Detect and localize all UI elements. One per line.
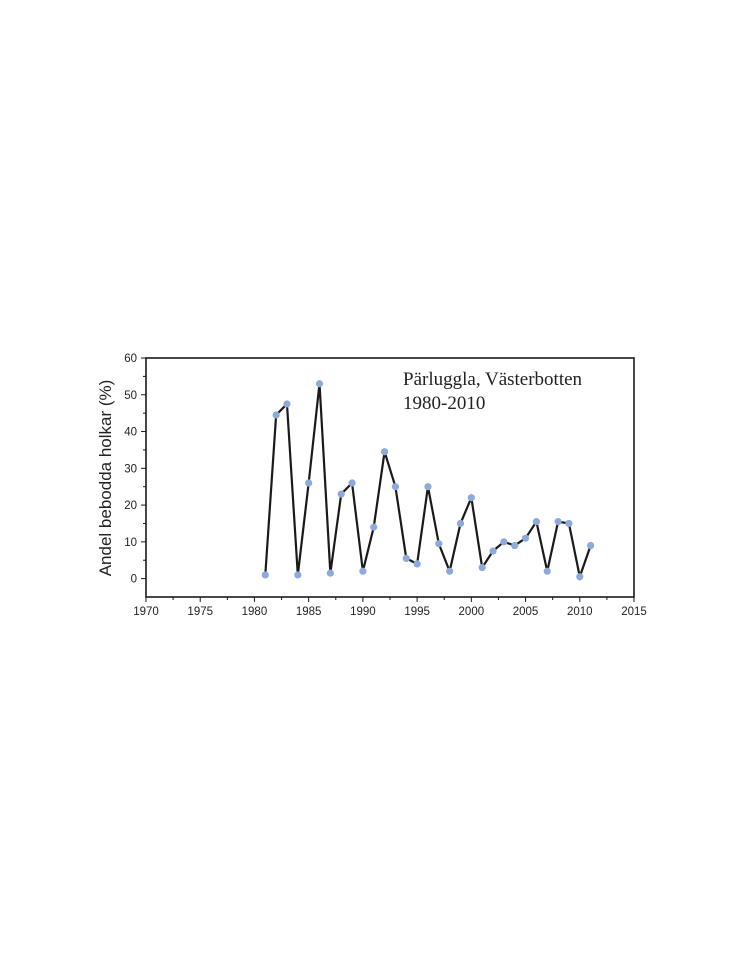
- data-point: [326, 569, 334, 577]
- data-point: [456, 519, 465, 528]
- x-tick-label: 1980: [242, 606, 268, 618]
- plot-frame: [145, 357, 635, 598]
- data-point: [532, 518, 541, 526]
- data-point: [413, 560, 421, 568]
- y-axis-label: Andel bebodda holkar (%): [96, 380, 115, 577]
- chart-title: Pärluggla, Västerbotten: [403, 369, 583, 390]
- x-tick-label: 2005: [513, 606, 539, 618]
- x-tick-label: 2010: [567, 606, 593, 618]
- data-point: [261, 571, 269, 579]
- data-point: [576, 573, 584, 581]
- x-tick-label: 1985: [296, 606, 322, 618]
- data-point: [554, 518, 562, 526]
- series-layer: [261, 380, 595, 581]
- data-point: [478, 563, 486, 572]
- data-point: [402, 554, 410, 562]
- data-point: [348, 479, 356, 487]
- data-point: [500, 538, 508, 546]
- data-point: [511, 541, 519, 550]
- data-point: [565, 519, 573, 528]
- data-point: [424, 483, 432, 491]
- data-point: [294, 571, 302, 579]
- data-point: [543, 567, 551, 575]
- x-tick-label: 1995: [404, 606, 430, 618]
- data-point: [467, 494, 475, 502]
- y-tick-label: 10: [124, 537, 137, 549]
- y-tick-label: 30: [124, 463, 137, 475]
- chart-subtitle: 1980-2010: [403, 393, 485, 414]
- y-tick-label: 60: [124, 353, 137, 365]
- data-point: [521, 534, 530, 542]
- y-tick-label: 50: [124, 390, 137, 402]
- data-point: [587, 541, 595, 550]
- axes: 1970 1975 1980 1985 1990 1995 2000 2005 2010 2015…: [124, 353, 647, 618]
- data-point: [305, 479, 313, 487]
- data-point: [380, 448, 389, 456]
- data-point: [272, 411, 280, 419]
- data-point: [337, 490, 345, 498]
- data-point: [370, 523, 378, 531]
- y-tick-label: 0: [131, 574, 137, 586]
- x-tick-label: 1970: [133, 606, 159, 618]
- data-point: [435, 540, 443, 548]
- x-tick-label: 2015: [621, 606, 647, 618]
- y-tick-label: 20: [124, 500, 137, 512]
- data-point: [315, 380, 324, 388]
- data-point: [359, 567, 367, 575]
- data-point: [489, 547, 497, 555]
- data-point: [391, 483, 400, 491]
- x-tick-label: 2000: [459, 606, 485, 618]
- x-tick-label: 1990: [350, 606, 376, 618]
- data-point: [446, 567, 454, 575]
- data-point: [283, 400, 291, 408]
- y-tick-label: 40: [124, 427, 137, 439]
- x-tick-label: 1975: [187, 606, 213, 618]
